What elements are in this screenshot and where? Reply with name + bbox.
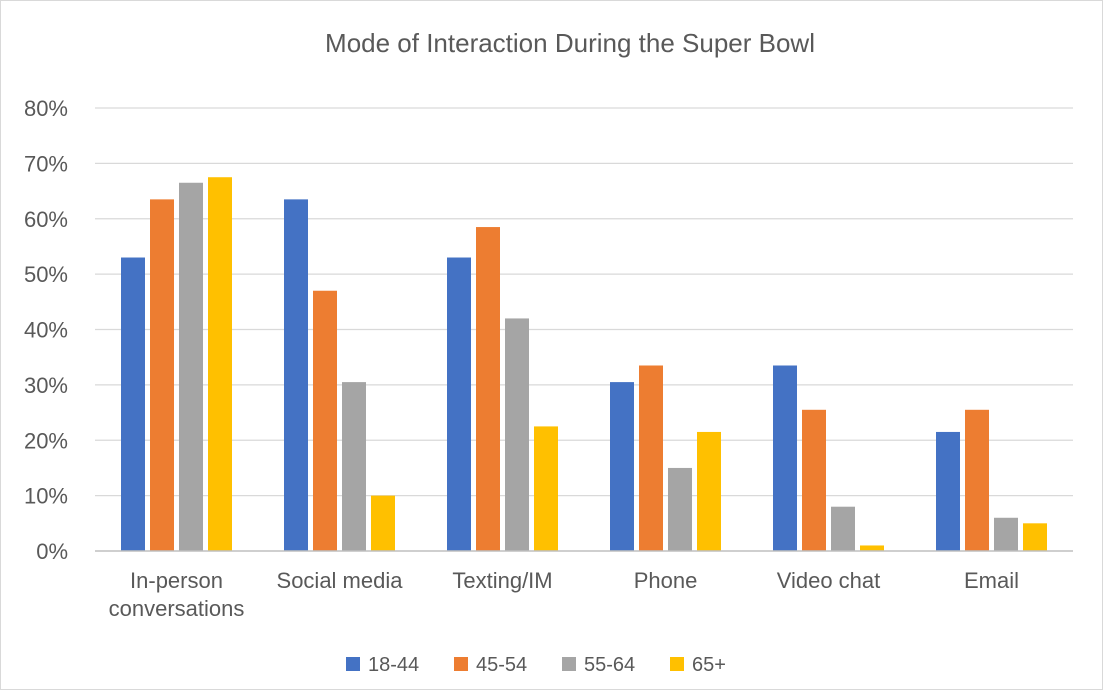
y-tick-label: 30% bbox=[24, 373, 68, 398]
bar-65plus bbox=[697, 431, 721, 551]
x-category-label: Video chat bbox=[777, 568, 881, 593]
bar-65plus bbox=[208, 177, 232, 551]
legend-label: 45-54 bbox=[476, 654, 527, 676]
bar-45-54 bbox=[476, 227, 500, 551]
bar-18-44 bbox=[610, 382, 634, 551]
bar-55-64 bbox=[179, 182, 203, 551]
bar-55-64 bbox=[994, 517, 1018, 551]
bar-55-64 bbox=[831, 506, 855, 551]
y-tick-label: 20% bbox=[24, 428, 68, 453]
bar-55-64 bbox=[668, 467, 692, 551]
x-category-label: Email bbox=[964, 568, 1019, 593]
chart-title: Mode of Interaction During the Super Bow… bbox=[325, 28, 815, 58]
bar-18-44 bbox=[447, 257, 471, 551]
bar-55-64 bbox=[505, 318, 529, 551]
bar-45-54 bbox=[639, 365, 663, 551]
bars bbox=[121, 177, 1047, 551]
x-axis-categories: In-person conversations Social media Textin… bbox=[109, 568, 1019, 621]
legend-label: 65+ bbox=[692, 654, 726, 676]
bar-18-44 bbox=[284, 199, 308, 551]
bar-45-54 bbox=[313, 290, 337, 551]
legend-swatch bbox=[670, 657, 684, 671]
y-tick-label: 70% bbox=[24, 151, 68, 176]
x-category-label: Social media bbox=[277, 568, 404, 593]
gridlines bbox=[95, 107, 1073, 497]
legend-label: 55-64 bbox=[584, 654, 635, 676]
bar-18-44 bbox=[121, 257, 145, 551]
bar-45-54 bbox=[150, 199, 174, 551]
x-category-label: In-person bbox=[130, 568, 223, 593]
legend-swatch bbox=[346, 657, 360, 671]
y-tick-label: 10% bbox=[24, 484, 68, 509]
bar-65plus bbox=[860, 545, 884, 551]
bar-65plus bbox=[1023, 523, 1047, 551]
x-category-label: conversations bbox=[109, 596, 245, 621]
y-tick-label: 80% bbox=[24, 96, 68, 121]
legend-label: 18-44 bbox=[368, 654, 419, 676]
bar-18-44 bbox=[773, 365, 797, 551]
x-category-label: Phone bbox=[634, 568, 698, 593]
y-tick-label: 60% bbox=[24, 207, 68, 232]
y-tick-label: 0% bbox=[36, 539, 68, 564]
legend-swatch bbox=[562, 657, 576, 671]
y-tick-label: 40% bbox=[24, 318, 68, 343]
x-category-label: Texting/IM bbox=[452, 568, 552, 593]
legend-swatch bbox=[454, 657, 468, 671]
legend: 18-44 45-54 55-64 65+ bbox=[346, 654, 726, 676]
bar-45-54 bbox=[965, 409, 989, 551]
bar-45-54 bbox=[802, 409, 826, 551]
y-tick-label: 50% bbox=[24, 262, 68, 287]
bar-65plus bbox=[371, 495, 395, 551]
y-axis-ticks: 0% 10% 20% 30% 40% 50% 60% 70% 80% bbox=[24, 96, 68, 564]
bar-55-64 bbox=[342, 382, 366, 551]
bar-65plus bbox=[534, 426, 558, 551]
bar-18-44 bbox=[936, 431, 960, 551]
